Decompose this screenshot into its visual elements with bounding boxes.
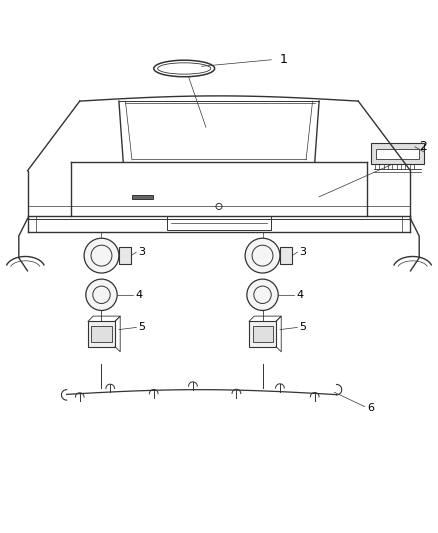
- Text: 4: 4: [297, 290, 304, 300]
- Bar: [132, 195, 153, 199]
- Bar: [119, 247, 131, 264]
- Bar: [280, 247, 292, 264]
- Text: 6: 6: [367, 403, 374, 413]
- Text: 2: 2: [419, 140, 427, 154]
- Text: 5: 5: [138, 322, 145, 333]
- Bar: [88, 321, 115, 346]
- Bar: [249, 321, 276, 346]
- Bar: [253, 326, 272, 342]
- Circle shape: [84, 238, 119, 273]
- Bar: [371, 143, 424, 164]
- Text: 4: 4: [135, 290, 142, 300]
- Bar: [167, 216, 271, 230]
- Bar: [92, 326, 112, 342]
- Circle shape: [86, 279, 117, 310]
- Text: 3: 3: [138, 247, 145, 257]
- Bar: [376, 149, 419, 159]
- Text: 1: 1: [280, 53, 288, 66]
- Text: 3: 3: [300, 247, 307, 257]
- Circle shape: [245, 238, 280, 273]
- Circle shape: [247, 279, 278, 310]
- Text: 5: 5: [300, 322, 307, 333]
